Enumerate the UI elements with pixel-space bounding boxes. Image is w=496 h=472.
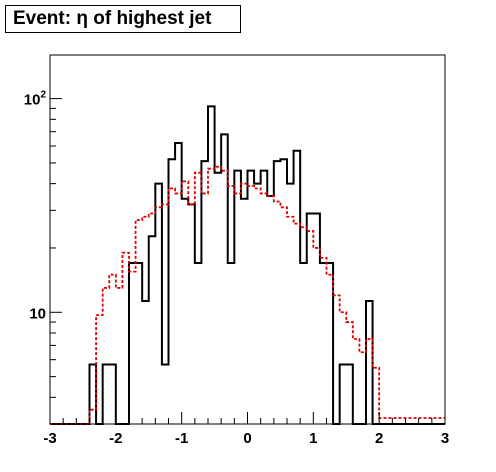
x-axis-ticks: -3 -2 -1 0 1 2 3 — [43, 412, 449, 447]
x-tick-label: -2 — [109, 430, 122, 447]
x-tick-label: 3 — [441, 430, 449, 447]
x-tick-label: 1 — [309, 430, 317, 447]
x-tick-label: -3 — [43, 430, 56, 447]
series-2 — [50, 165, 445, 425]
series-1 — [50, 105, 445, 425]
y-axis-ticks: 10 102 — [24, 90, 62, 425]
histogram-line-2 — [50, 165, 445, 425]
y-tick-label: 102 — [24, 90, 47, 109]
histogram-line-1 — [50, 105, 445, 425]
chart-title: Event: η of highest jet — [5, 5, 241, 33]
y-tick-label: 10 — [29, 305, 46, 322]
series-layer — [50, 105, 445, 425]
x-tick-label: 0 — [243, 430, 251, 447]
axis-layer: -3 -2 -1 0 1 2 3 10 102 — [24, 90, 449, 447]
x-tick-label: -1 — [175, 430, 188, 447]
plot-frame — [49, 54, 446, 425]
x-tick-label: 2 — [375, 430, 383, 447]
